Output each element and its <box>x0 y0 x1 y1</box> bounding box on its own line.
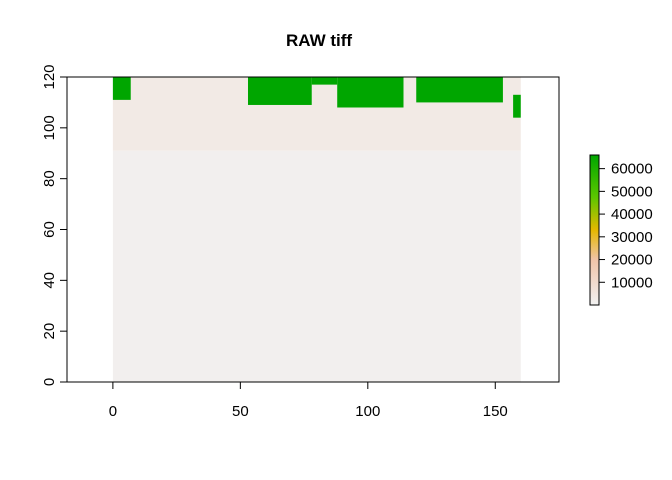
x-axis: 0 50 100 150 <box>109 381 508 420</box>
high-value-region <box>337 77 404 108</box>
colorbar-tick-label: 60000 <box>611 161 653 178</box>
colorbar-tick-label: 40000 <box>611 206 653 223</box>
colorbar-tick-label: 50000 <box>611 183 653 200</box>
high-value-region <box>311 77 338 85</box>
high-value-region <box>112 77 131 100</box>
high-value-region <box>247 77 312 105</box>
high-value-region <box>416 77 503 103</box>
x-tick-label: 150 <box>483 403 508 420</box>
colorbar-legend: 10000 20000 30000 40000 50000 60000 <box>589 154 653 306</box>
x-tick-label: 0 <box>109 403 117 420</box>
colorbar-tick-label: 20000 <box>611 252 653 269</box>
y-axis: 0 20 40 60 80 100 120 <box>41 64 68 386</box>
y-tick-label: 80 <box>41 170 58 187</box>
colorbar-tick-label: 30000 <box>611 229 653 246</box>
colorbar-gradient <box>589 154 600 306</box>
y-tick-label: 100 <box>41 115 58 140</box>
chart-title: RAW tiff <box>286 31 352 50</box>
y-tick-label: 40 <box>41 272 58 289</box>
y-tick-label: 60 <box>41 221 58 238</box>
high-value-region <box>513 94 521 118</box>
x-tick-label: 100 <box>355 403 380 420</box>
x-tick-label: 50 <box>232 403 249 420</box>
raster-image <box>112 77 521 382</box>
colorbar-tick-label: 10000 <box>611 274 653 291</box>
y-tick-label: 120 <box>41 64 58 89</box>
y-tick-label: 20 <box>41 323 58 340</box>
raster-lower-region <box>112 150 521 382</box>
y-tick-label: 0 <box>41 378 58 386</box>
